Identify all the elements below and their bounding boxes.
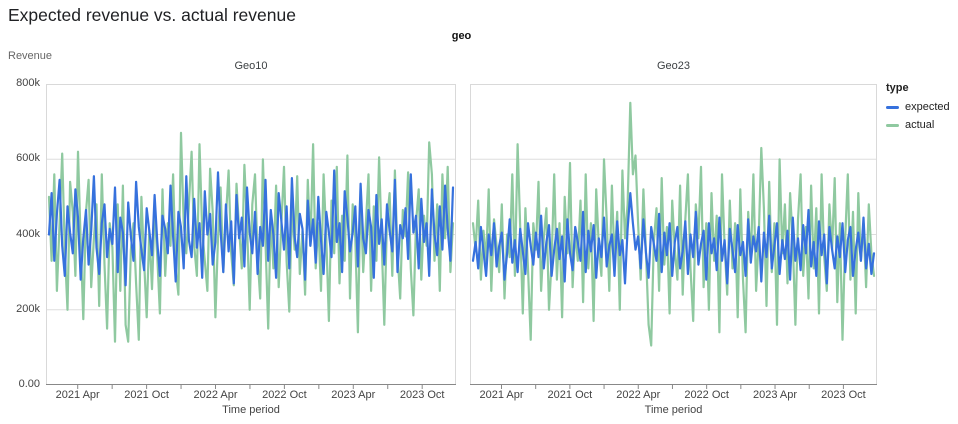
legend: type expected actual bbox=[886, 82, 950, 137]
actual-line-swatch-icon bbox=[886, 123, 899, 127]
facet-title-geo23: Geo23 bbox=[656, 60, 691, 72]
facet-title-geo10: Geo10 bbox=[234, 60, 268, 72]
x-axis-title: Time period bbox=[644, 404, 703, 416]
x-tick-label: 2023 Apr bbox=[752, 389, 798, 401]
x-tick-label: 2023 Oct bbox=[821, 389, 866, 401]
legend-item-actual[interactable]: actual bbox=[886, 119, 950, 131]
x-tick-label: 2021 Apr bbox=[55, 389, 100, 401]
x-tick-label: 2022 Oct bbox=[262, 389, 307, 401]
x-tick-label: 2021 Oct bbox=[547, 389, 593, 401]
x-tick-label: 2022 Oct bbox=[684, 389, 729, 401]
facet-field-label: geo bbox=[451, 30, 472, 42]
facet-plot-svg bbox=[470, 84, 877, 389]
x-tick-label: 2023 Oct bbox=[399, 389, 445, 401]
x-axis-title: Time period bbox=[222, 404, 280, 416]
legend-item-label: expected bbox=[905, 101, 950, 113]
y-tick-label: 0.00 bbox=[18, 378, 40, 390]
y-tick-label: 200k bbox=[16, 302, 40, 315]
y-tick-label: 800k bbox=[16, 77, 40, 89]
y-tick-label: 600k bbox=[16, 152, 40, 165]
legend-title: type bbox=[886, 82, 909, 94]
plot-area-geo23: Time period 2021 Apr 2021 Oct 2022 Apr 2022… bbox=[470, 84, 877, 416]
x-tick-label: 2021 Oct bbox=[124, 389, 169, 401]
y-tick-label: 400k bbox=[16, 227, 40, 240]
x-tick-label: 2021 Apr bbox=[479, 389, 524, 401]
y-axis: 0.00 200k 400k 600k 800k bbox=[0, 77, 40, 390]
expected-line-swatch-icon bbox=[886, 105, 899, 109]
legend-item-label: actual bbox=[905, 119, 935, 131]
legend-item-expected[interactable]: expected bbox=[886, 101, 950, 113]
y-axis-title: Revenue bbox=[8, 50, 53, 62]
page-title: Expected revenue vs. actual revenue bbox=[8, 5, 296, 25]
x-tick-label: 2022 Apr bbox=[193, 389, 238, 401]
plot-area-geo10: Time period 2021 Apr 2021 Oct 2022 Apr 2022… bbox=[46, 84, 456, 416]
facet-plot-svg bbox=[46, 84, 456, 389]
x-tick-label: 2023 Apr bbox=[331, 389, 376, 401]
x-tick-label: 2022 Apr bbox=[616, 389, 661, 401]
